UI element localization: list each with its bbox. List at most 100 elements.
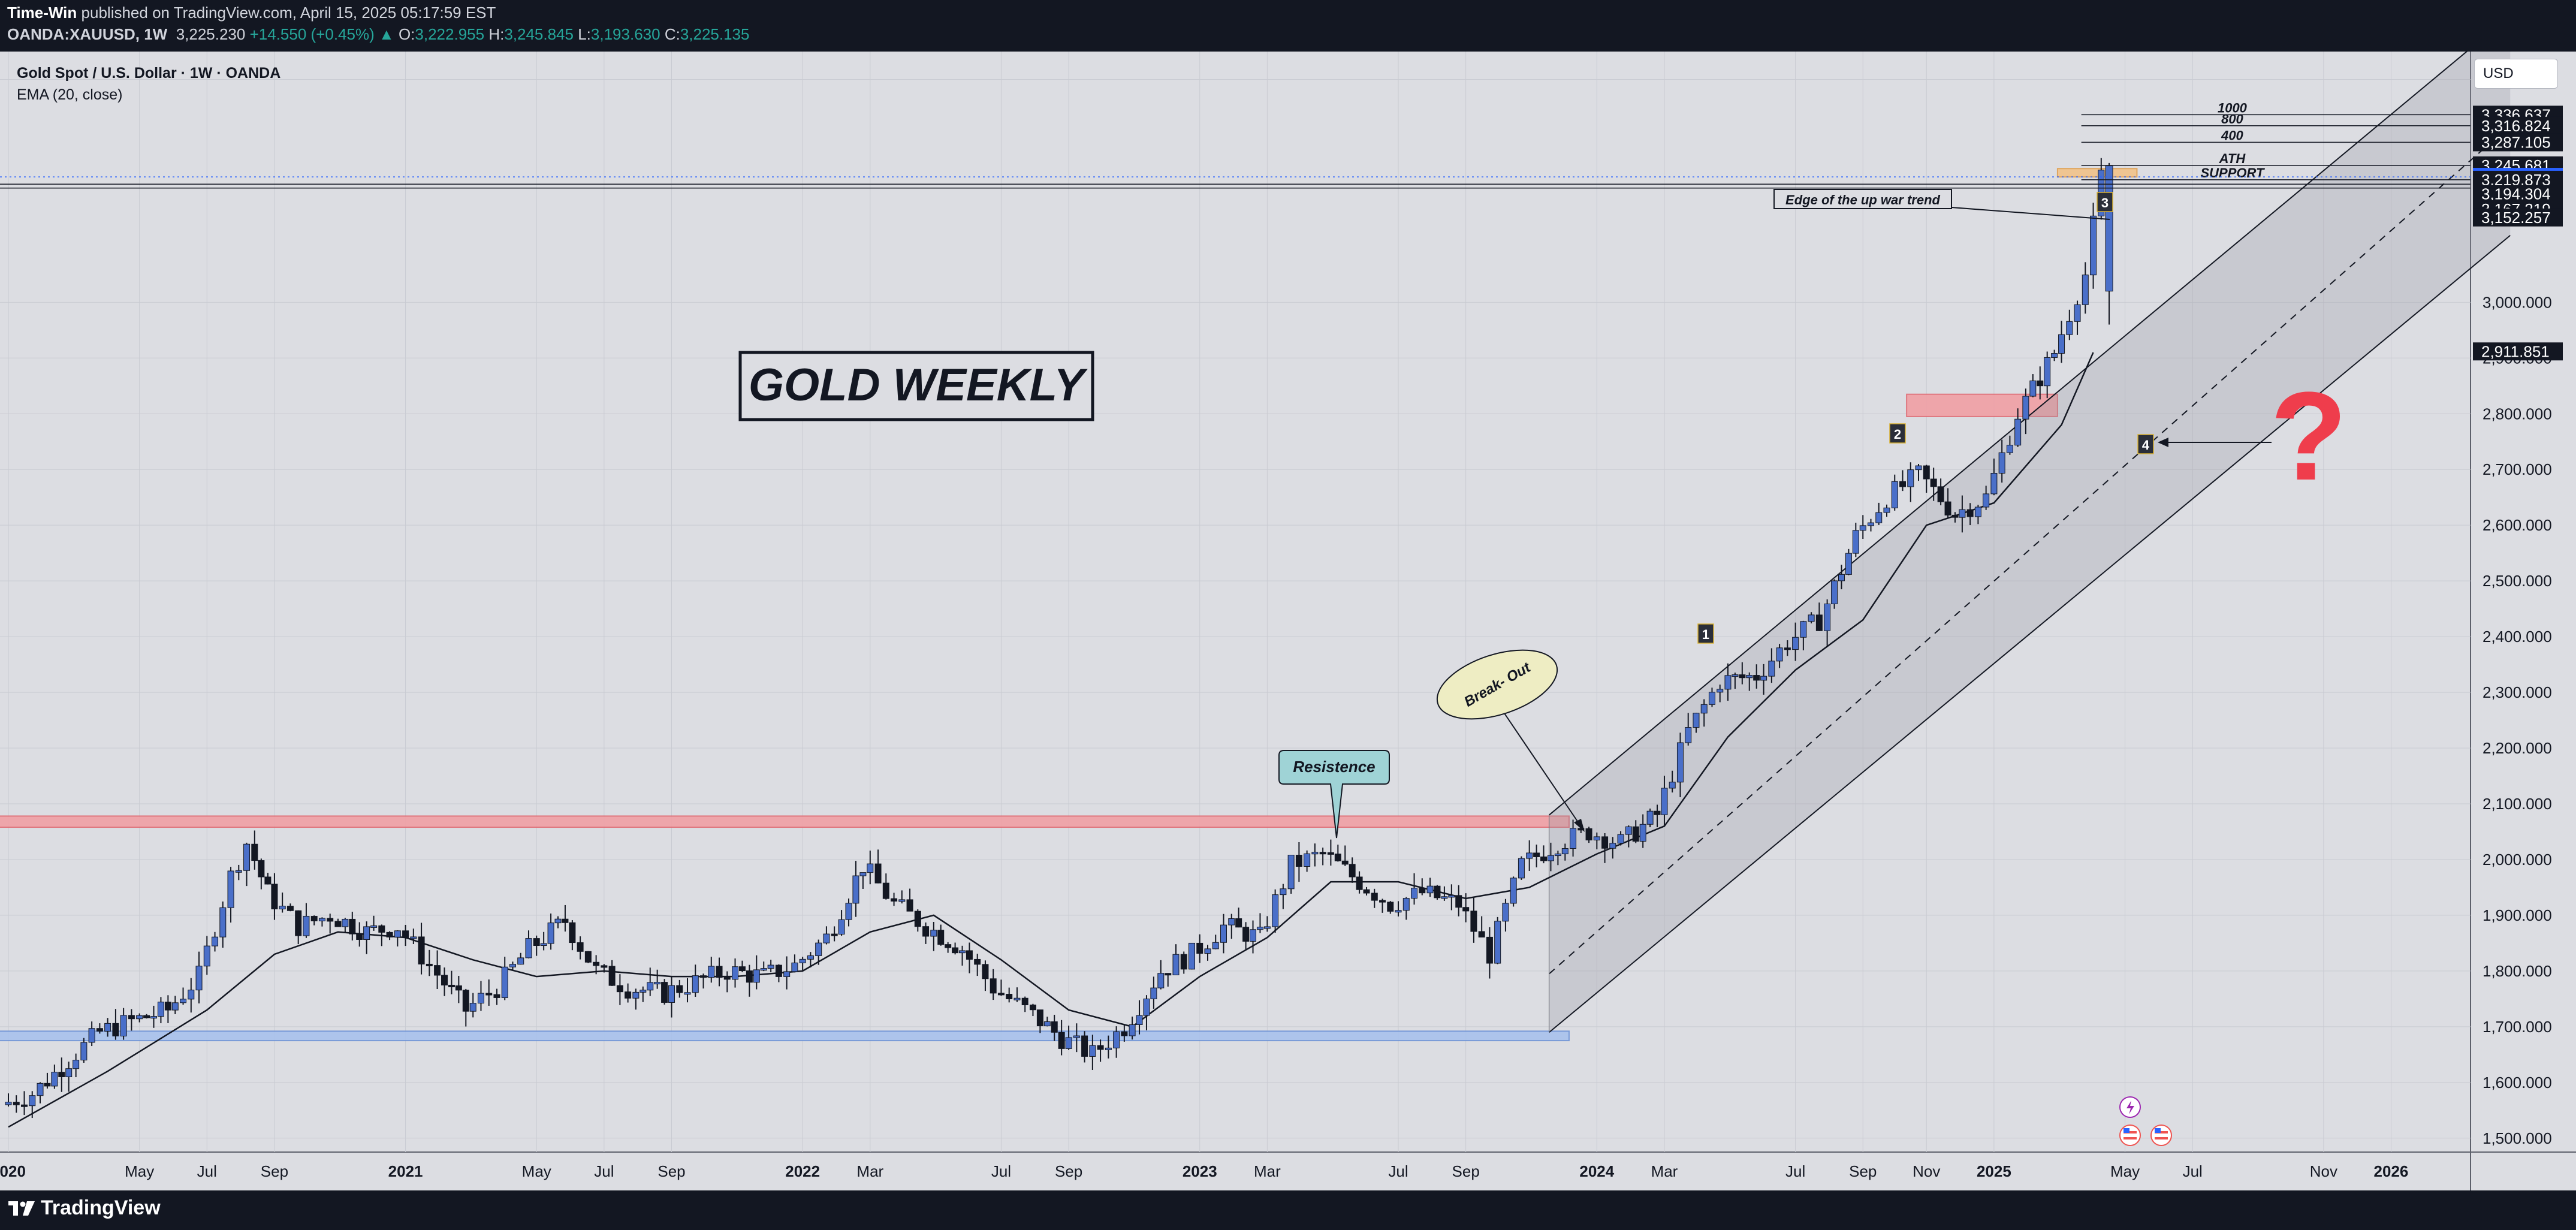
price-axis[interactable] bbox=[2471, 52, 2576, 1190]
bear-candle bbox=[1654, 810, 1661, 815]
up-arrow-icon: ▲ bbox=[378, 25, 394, 43]
time-axis[interactable] bbox=[0, 1152, 2471, 1190]
bear-candle bbox=[493, 994, 500, 998]
bear-candle bbox=[1371, 893, 1378, 901]
bull-candle bbox=[1250, 929, 1257, 942]
bear-candle bbox=[562, 918, 569, 923]
bull-candle bbox=[5, 1102, 12, 1105]
bear-candle bbox=[1180, 954, 1187, 970]
bull-candle bbox=[1157, 973, 1165, 988]
bull-candle bbox=[799, 958, 806, 963]
bull-candle bbox=[525, 938, 532, 958]
bear-candle bbox=[286, 906, 294, 911]
tradingview-brand[interactable]: TradingView bbox=[8, 1196, 161, 1220]
bull-candle bbox=[845, 903, 852, 920]
bear-candle bbox=[616, 985, 623, 993]
bear-candle bbox=[426, 963, 433, 966]
legend-title[interactable]: Gold Spot / U.S. Dollar · 1W · OANDA bbox=[17, 65, 281, 82]
bull-candle bbox=[318, 918, 325, 921]
price-tag bbox=[2473, 133, 2563, 152]
bear-candle bbox=[1753, 675, 1760, 681]
bear-candle bbox=[1951, 514, 1959, 518]
time-tick-label: May bbox=[2110, 1162, 2140, 1180]
bear-candle bbox=[874, 863, 882, 884]
bull-candle bbox=[1776, 647, 1783, 662]
bull-candle bbox=[303, 916, 310, 936]
bull-candle bbox=[2029, 380, 2037, 397]
bull-candle bbox=[2090, 215, 2097, 276]
bear-candle bbox=[1051, 1021, 1058, 1033]
bull-candle bbox=[1676, 742, 1684, 783]
bull-candle bbox=[2022, 396, 2029, 420]
bull-candle bbox=[203, 945, 210, 967]
bull-candle bbox=[1768, 661, 1775, 677]
price-tick-label: 1,800.000 bbox=[2483, 962, 2552, 980]
bear-candle bbox=[1165, 973, 1172, 976]
bull-candle bbox=[1518, 858, 1525, 879]
bear-candle bbox=[327, 918, 334, 922]
bull-candle bbox=[647, 982, 654, 991]
bear-candle bbox=[448, 984, 455, 987]
bull-candle bbox=[227, 870, 234, 908]
price-tick-label: 2,300.000 bbox=[2483, 683, 2552, 701]
level-label-support: SUPPORT bbox=[2200, 165, 2265, 180]
bull-candle bbox=[1700, 704, 1708, 714]
bear-candle bbox=[1319, 852, 1326, 855]
currency-selector[interactable]: USD bbox=[2474, 59, 2558, 89]
bull-candle bbox=[1188, 942, 1195, 970]
bear-candle bbox=[1387, 902, 1394, 912]
bull-candle bbox=[547, 923, 554, 944]
author-name[interactable]: Time-Win bbox=[7, 4, 77, 22]
bear-candle bbox=[1295, 855, 1302, 867]
resistance-label: Resistence bbox=[1293, 758, 1375, 776]
bull-candle bbox=[898, 899, 906, 902]
bull-candle bbox=[1883, 507, 1890, 513]
chart-pane[interactable] bbox=[0, 52, 2471, 1152]
bull-candle bbox=[540, 943, 547, 946]
bull-candle bbox=[1143, 998, 1150, 1016]
bull-candle bbox=[157, 1002, 164, 1017]
bull-candle bbox=[1395, 910, 1402, 913]
bull-candle bbox=[791, 962, 798, 972]
bull-candle bbox=[235, 870, 242, 873]
bull-candle bbox=[1570, 828, 1577, 849]
bear-candle bbox=[1937, 486, 1944, 502]
bear-candle bbox=[1815, 614, 1823, 631]
bull-candle bbox=[219, 907, 227, 937]
price-tag bbox=[2473, 116, 2563, 135]
price-tick-label: 3,000.000 bbox=[2483, 293, 2552, 311]
bull-candle bbox=[73, 1060, 80, 1069]
time-tick-label: May bbox=[522, 1162, 551, 1180]
flag-canton bbox=[2155, 1128, 2161, 1133]
open-label: O: bbox=[398, 25, 415, 43]
flag-stripe bbox=[2123, 1131, 2137, 1133]
legend-indicator[interactable]: EMA (20, close) bbox=[17, 86, 123, 103]
bull-candle bbox=[120, 1015, 127, 1036]
bull-candle bbox=[1113, 1031, 1120, 1048]
time-tick-label: 2025 bbox=[1977, 1162, 2011, 1180]
price-tick-label: 1,600.000 bbox=[2483, 1074, 2552, 1092]
price-tick-label: 2,600.000 bbox=[2483, 516, 2552, 534]
bull-candle bbox=[1089, 1045, 1096, 1057]
bull-candle bbox=[370, 925, 378, 928]
bull-candle bbox=[1746, 675, 1753, 679]
symbol-label[interactable]: OANDA:XAUUSD, 1W bbox=[7, 25, 168, 43]
bull-candle bbox=[1609, 843, 1616, 849]
time-tick-label: 2020 bbox=[0, 1162, 26, 1180]
chart-legend: Gold Spot / U.S. Dollar · 1W · OANDA EMA… bbox=[17, 62, 280, 105]
title-box bbox=[738, 351, 1094, 421]
bull-candle bbox=[1448, 895, 1455, 898]
time-tick-label: Mar bbox=[856, 1162, 883, 1180]
bear-candle bbox=[533, 938, 540, 946]
bull-candle bbox=[1256, 927, 1263, 930]
bull-candle bbox=[859, 872, 867, 876]
bull-candle bbox=[1959, 509, 1966, 518]
trend-channel-fill bbox=[1549, 15, 2511, 1033]
bull-candle bbox=[1065, 1037, 1072, 1049]
time-tick-label: May bbox=[125, 1162, 154, 1180]
chart-area[interactable]: 1000 800 400 ATH SUPPORT GOLD WEEKLY Resistenc… bbox=[0, 14, 2576, 1190]
level-label-lvl400: 400 bbox=[2221, 128, 2243, 143]
bear-candle bbox=[1784, 647, 1791, 650]
bull-candle bbox=[410, 936, 417, 939]
